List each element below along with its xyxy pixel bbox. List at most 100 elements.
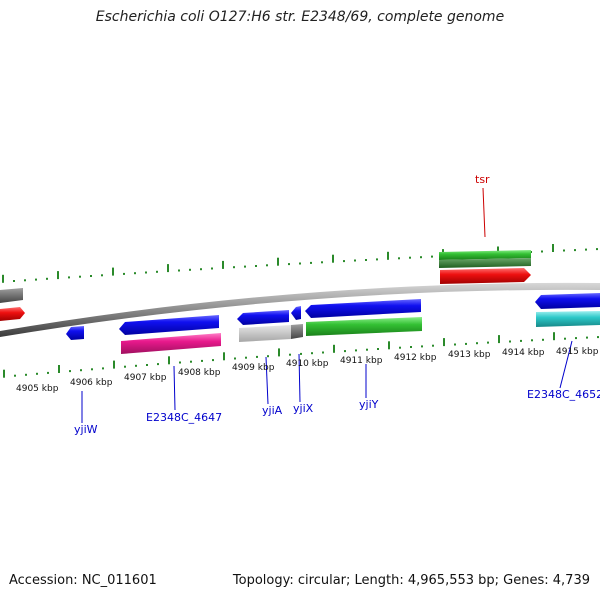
gene-yjiW[interactable] xyxy=(66,326,84,340)
major-tick xyxy=(388,341,390,350)
minor-tick xyxy=(46,277,48,280)
gene-yjiA-cds[interactable] xyxy=(237,310,289,325)
major-tick xyxy=(278,348,280,357)
minor-tick xyxy=(36,372,38,375)
minor-tick xyxy=(14,374,16,377)
major-tick xyxy=(57,271,59,280)
label-E2348C_4652[interactable]: E2348C_4652 xyxy=(527,388,600,401)
leader-yjiX xyxy=(298,353,301,403)
minor-tick xyxy=(234,357,236,360)
minor-tick xyxy=(124,365,126,368)
minor-tick xyxy=(487,341,489,344)
minor-tick xyxy=(365,259,367,261)
gene-left-edge-red xyxy=(0,307,25,321)
minor-tick xyxy=(244,265,246,268)
minor-tick xyxy=(156,270,158,273)
scale-label: 4914 kbp xyxy=(502,348,545,358)
minor-tick xyxy=(157,363,159,366)
gene-yjiX-cds[interactable] xyxy=(291,306,301,320)
scale-label: 4908 kbp xyxy=(178,368,221,378)
minor-tick xyxy=(541,250,543,253)
minor-tick xyxy=(288,263,290,266)
gene-E2348C_4652[interactable] xyxy=(536,311,600,327)
minor-tick xyxy=(343,260,345,263)
minor-tick xyxy=(300,352,302,355)
major-tick xyxy=(333,344,335,353)
minor-tick xyxy=(597,336,599,339)
minor-tick xyxy=(25,373,27,376)
minor-tick xyxy=(322,351,324,354)
minor-tick xyxy=(410,346,412,348)
minor-tick xyxy=(420,256,422,259)
minor-tick xyxy=(211,267,213,270)
minor-tick xyxy=(91,368,93,371)
minor-tick xyxy=(531,339,533,342)
gene-E2348C_4647[interactable] xyxy=(121,333,221,354)
major-tick xyxy=(443,338,445,347)
gene-yjiY-cds[interactable] xyxy=(305,299,421,318)
major-tick xyxy=(113,360,115,369)
label-yjiA[interactable]: yjiA xyxy=(262,404,283,417)
outer-scale-top xyxy=(2,244,598,283)
label-yjiX[interactable]: yjiX xyxy=(293,402,314,415)
minor-tick xyxy=(90,275,92,277)
minor-tick xyxy=(399,346,401,349)
major-tick xyxy=(553,332,555,341)
minor-tick xyxy=(256,355,258,358)
major-tick xyxy=(58,365,60,373)
minor-tick xyxy=(432,344,434,347)
minor-tick xyxy=(35,278,37,281)
major-tick xyxy=(3,369,5,378)
leader-E2348C_4647 xyxy=(173,365,176,411)
major-tick xyxy=(2,274,4,283)
scale-label: 4913 kbp xyxy=(448,350,491,360)
major-tick xyxy=(497,246,499,255)
minor-tick xyxy=(69,370,71,373)
minor-tick xyxy=(245,356,247,359)
label-E2348C_4647[interactable]: E2348C_4647 xyxy=(146,411,222,424)
minor-tick xyxy=(377,348,379,350)
minor-tick xyxy=(80,369,82,372)
minor-tick xyxy=(255,265,257,267)
minor-tick xyxy=(101,274,103,277)
minor-tick xyxy=(586,336,588,339)
minor-tick xyxy=(233,266,235,269)
minor-tick xyxy=(179,361,181,364)
minor-tick xyxy=(266,264,268,267)
label-yjiW[interactable]: yjiW xyxy=(74,423,98,436)
gene-tsr-green xyxy=(439,250,531,260)
minor-tick xyxy=(102,367,104,370)
gene-4653[interactable] xyxy=(535,293,600,309)
minor-tick xyxy=(299,262,301,265)
minor-tick xyxy=(421,345,423,348)
minor-tick xyxy=(465,342,467,345)
minor-tick xyxy=(310,261,312,264)
minor-tick xyxy=(79,275,81,278)
minor-tick xyxy=(355,349,357,352)
label-tsr[interactable]: tsr xyxy=(475,173,490,186)
minor-tick xyxy=(145,271,147,274)
label-yjiY[interactable]: yjiY xyxy=(359,398,379,411)
scale-label: 4911 kbp xyxy=(340,356,383,366)
minor-tick xyxy=(13,280,15,282)
major-tick xyxy=(498,335,500,344)
minor-tick xyxy=(509,340,511,343)
minor-tick xyxy=(520,339,522,342)
minor-tick xyxy=(289,353,291,356)
minor-tick xyxy=(454,343,456,346)
gene-4646[interactable] xyxy=(119,315,219,335)
minor-tick xyxy=(189,268,191,271)
gene-tsr[interactable] xyxy=(440,268,531,284)
major-tick xyxy=(112,267,114,276)
scale-label: 4907 kbp xyxy=(124,373,167,383)
leader-yjiA xyxy=(265,356,269,405)
minor-tick xyxy=(190,360,192,363)
accession-text: Accession: NC_011601 xyxy=(9,573,157,588)
minor-tick xyxy=(178,269,180,272)
scale-label: 4905 kbp xyxy=(16,384,59,394)
scale-label: 4910 kbp xyxy=(286,359,329,369)
minor-tick xyxy=(409,256,411,259)
minor-tick xyxy=(47,371,49,374)
minor-tick xyxy=(596,248,598,251)
minor-tick xyxy=(585,248,587,251)
